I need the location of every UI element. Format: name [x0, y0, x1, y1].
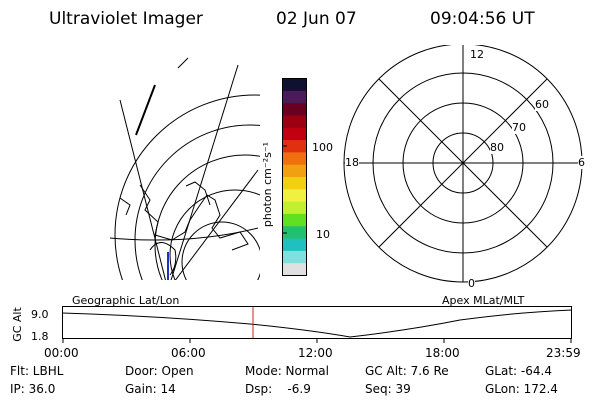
geographic-caption: Geographic Lat/Lon — [72, 294, 180, 307]
timeline-xtick-4: 23:59 — [546, 346, 581, 360]
colorbar-swatch — [282, 177, 307, 190]
colorbar-swatch — [282, 189, 307, 203]
timeline-ytick-bottom: 1.8 — [31, 330, 49, 343]
colorbar-swatch — [282, 164, 307, 178]
glon-status: GLon: 172.4 — [485, 382, 558, 396]
polar-lat-60: 60 — [535, 98, 549, 111]
ip-status: IP: 36.0 — [10, 382, 56, 396]
polar-mlt-12: 12 — [470, 48, 484, 61]
polar-mlt-18: 18 — [345, 156, 359, 169]
colorbar-swatch — [282, 263, 307, 276]
gain-status: Gain: 14 — [125, 382, 176, 396]
door-status: Door: Open — [125, 364, 194, 378]
polar-mlt-6: 6 — [578, 156, 585, 169]
polar-lat-80: 80 — [490, 141, 504, 154]
mode-status: Mode: Normal — [245, 364, 329, 378]
colorbar-swatch — [282, 226, 307, 240]
timeline-xtick-2: 12:00 — [298, 346, 333, 360]
colorbar-swatch — [282, 103, 307, 116]
colorbar-swatch — [282, 152, 307, 166]
timeline-xtick-0: 00:00 — [44, 346, 79, 360]
timeline-xtick-1: 06:00 — [171, 346, 206, 360]
colorbar-swatch — [282, 90, 307, 104]
colorbar — [282, 78, 307, 276]
instrument-title: Ultraviolet Imager — [49, 9, 203, 29]
polar-mlt-0: 0 — [468, 277, 475, 290]
glat-status: GLat: -64.4 — [485, 364, 552, 378]
seq-status: Seq: 39 — [365, 382, 411, 396]
polar-lat-70: 70 — [512, 121, 526, 134]
colorbar-tick-100: 100 — [312, 141, 333, 154]
colorbar-swatch — [282, 115, 307, 129]
colorbar-swatch — [282, 78, 307, 92]
date-label: 02 Jun 07 — [276, 9, 357, 29]
time-label: 09:04:56 UT — [430, 9, 535, 29]
timeline-xtick-3: 18:00 — [425, 346, 460, 360]
dsp-status: Dsp: -6.9 — [245, 382, 311, 396]
colorbar-tick-10: 10 — [316, 228, 330, 241]
filter-status: Flt: LBHL — [10, 364, 64, 378]
colorbar-swatch — [282, 213, 307, 227]
colorbar-swatch — [282, 238, 307, 252]
colorbar-swatch — [282, 127, 307, 141]
colorbar-swatch — [282, 250, 307, 264]
gc-alt-status: GC Alt: 7.6 Re — [365, 364, 449, 378]
colorbar-swatch — [282, 140, 307, 153]
apex-caption: Apex MLat/MLT — [442, 294, 525, 307]
colorbar-swatch — [282, 201, 307, 215]
polar-plot — [343, 45, 583, 283]
timeline-ytick-top: 9.0 — [31, 308, 49, 321]
